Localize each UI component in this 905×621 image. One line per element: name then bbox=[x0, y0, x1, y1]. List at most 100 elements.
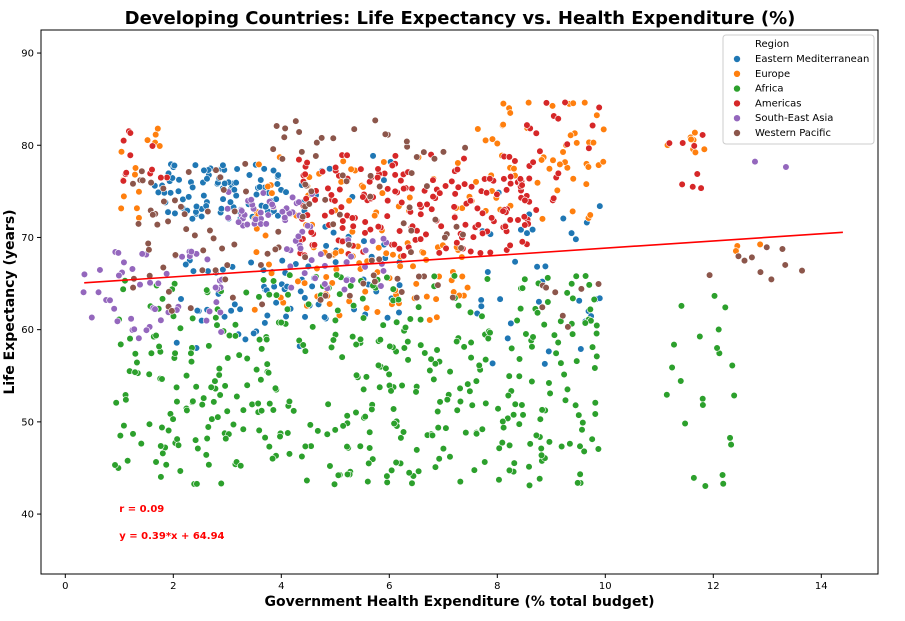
plot-area bbox=[79, 98, 843, 490]
data-point bbox=[313, 138, 321, 147]
data-point bbox=[356, 335, 365, 344]
data-point bbox=[148, 166, 156, 174]
data-point bbox=[370, 271, 378, 279]
data-point bbox=[460, 343, 468, 351]
data-point bbox=[567, 229, 576, 237]
data-point bbox=[798, 266, 806, 275]
data-point bbox=[349, 222, 357, 230]
data-point bbox=[225, 331, 234, 340]
data-point bbox=[594, 280, 603, 288]
data-point bbox=[257, 176, 265, 184]
data-point bbox=[421, 349, 429, 357]
data-point bbox=[382, 249, 390, 257]
data-point bbox=[399, 252, 408, 260]
data-point bbox=[478, 229, 487, 237]
data-point bbox=[298, 148, 306, 156]
data-point bbox=[280, 133, 288, 141]
data-point bbox=[521, 196, 529, 204]
data-point bbox=[569, 207, 577, 215]
data-point bbox=[416, 201, 424, 209]
data-point bbox=[135, 334, 143, 342]
data-point bbox=[537, 156, 546, 164]
data-point bbox=[366, 225, 374, 234]
data-point bbox=[406, 315, 414, 323]
data-point bbox=[460, 154, 468, 163]
data-point bbox=[577, 345, 585, 353]
data-point bbox=[366, 193, 374, 201]
data-point bbox=[383, 472, 391, 480]
data-point bbox=[263, 250, 272, 258]
data-point bbox=[388, 466, 396, 474]
data-point bbox=[439, 445, 448, 453]
data-point bbox=[193, 480, 201, 488]
data-point bbox=[376, 336, 384, 344]
data-point bbox=[327, 343, 336, 351]
data-point bbox=[307, 187, 315, 195]
data-point bbox=[569, 175, 577, 183]
data-point bbox=[486, 175, 494, 183]
data-point bbox=[375, 244, 383, 252]
data-point bbox=[154, 279, 162, 287]
data-point bbox=[378, 189, 386, 197]
data-point bbox=[338, 353, 346, 361]
data-point bbox=[192, 383, 200, 391]
data-point bbox=[510, 165, 518, 173]
data-point bbox=[96, 266, 104, 274]
data-point bbox=[261, 231, 270, 240]
data-point bbox=[193, 306, 201, 315]
data-point bbox=[326, 300, 334, 308]
data-point bbox=[166, 189, 175, 197]
data-point bbox=[532, 431, 540, 439]
data-point bbox=[226, 198, 235, 206]
data-point bbox=[296, 244, 305, 252]
data-point bbox=[139, 176, 147, 185]
data-point bbox=[298, 452, 306, 461]
data-point bbox=[145, 420, 154, 428]
data-point bbox=[301, 170, 309, 178]
data-point bbox=[189, 183, 197, 191]
data-point bbox=[397, 434, 405, 442]
data-point bbox=[393, 275, 402, 283]
data-point bbox=[391, 187, 399, 195]
legend-entry: South-East Asia bbox=[755, 113, 833, 124]
data-point bbox=[126, 151, 134, 159]
data-point bbox=[165, 426, 173, 435]
data-point bbox=[204, 423, 212, 431]
data-point bbox=[212, 298, 220, 306]
data-point bbox=[423, 182, 431, 190]
data-point bbox=[699, 395, 707, 403]
data-point bbox=[408, 185, 416, 193]
data-point bbox=[361, 287, 369, 296]
data-point bbox=[113, 317, 122, 325]
data-point bbox=[348, 214, 357, 222]
data-point bbox=[198, 212, 206, 221]
data-point bbox=[297, 287, 305, 296]
data-point bbox=[550, 331, 559, 339]
data-point bbox=[563, 140, 571, 148]
data-point bbox=[467, 247, 475, 256]
data-point bbox=[536, 415, 544, 423]
data-point bbox=[713, 344, 721, 352]
data-point bbox=[219, 161, 227, 169]
data-point bbox=[689, 183, 697, 191]
data-point bbox=[257, 209, 265, 217]
data-point bbox=[510, 411, 518, 419]
legend-marker bbox=[733, 55, 741, 63]
data-point bbox=[545, 438, 554, 446]
data-point bbox=[147, 349, 155, 357]
data-point bbox=[138, 250, 146, 258]
data-point bbox=[342, 177, 351, 185]
data-point bbox=[255, 160, 263, 168]
data-point bbox=[189, 397, 197, 405]
data-point bbox=[518, 238, 526, 246]
data-point bbox=[573, 357, 581, 365]
data-point bbox=[285, 450, 294, 458]
data-point bbox=[182, 260, 190, 269]
data-point bbox=[323, 430, 331, 438]
data-point bbox=[321, 196, 329, 204]
data-point bbox=[231, 300, 239, 308]
data-point bbox=[331, 163, 340, 172]
data-point bbox=[203, 255, 212, 263]
data-point bbox=[430, 272, 438, 280]
data-point bbox=[481, 458, 489, 466]
